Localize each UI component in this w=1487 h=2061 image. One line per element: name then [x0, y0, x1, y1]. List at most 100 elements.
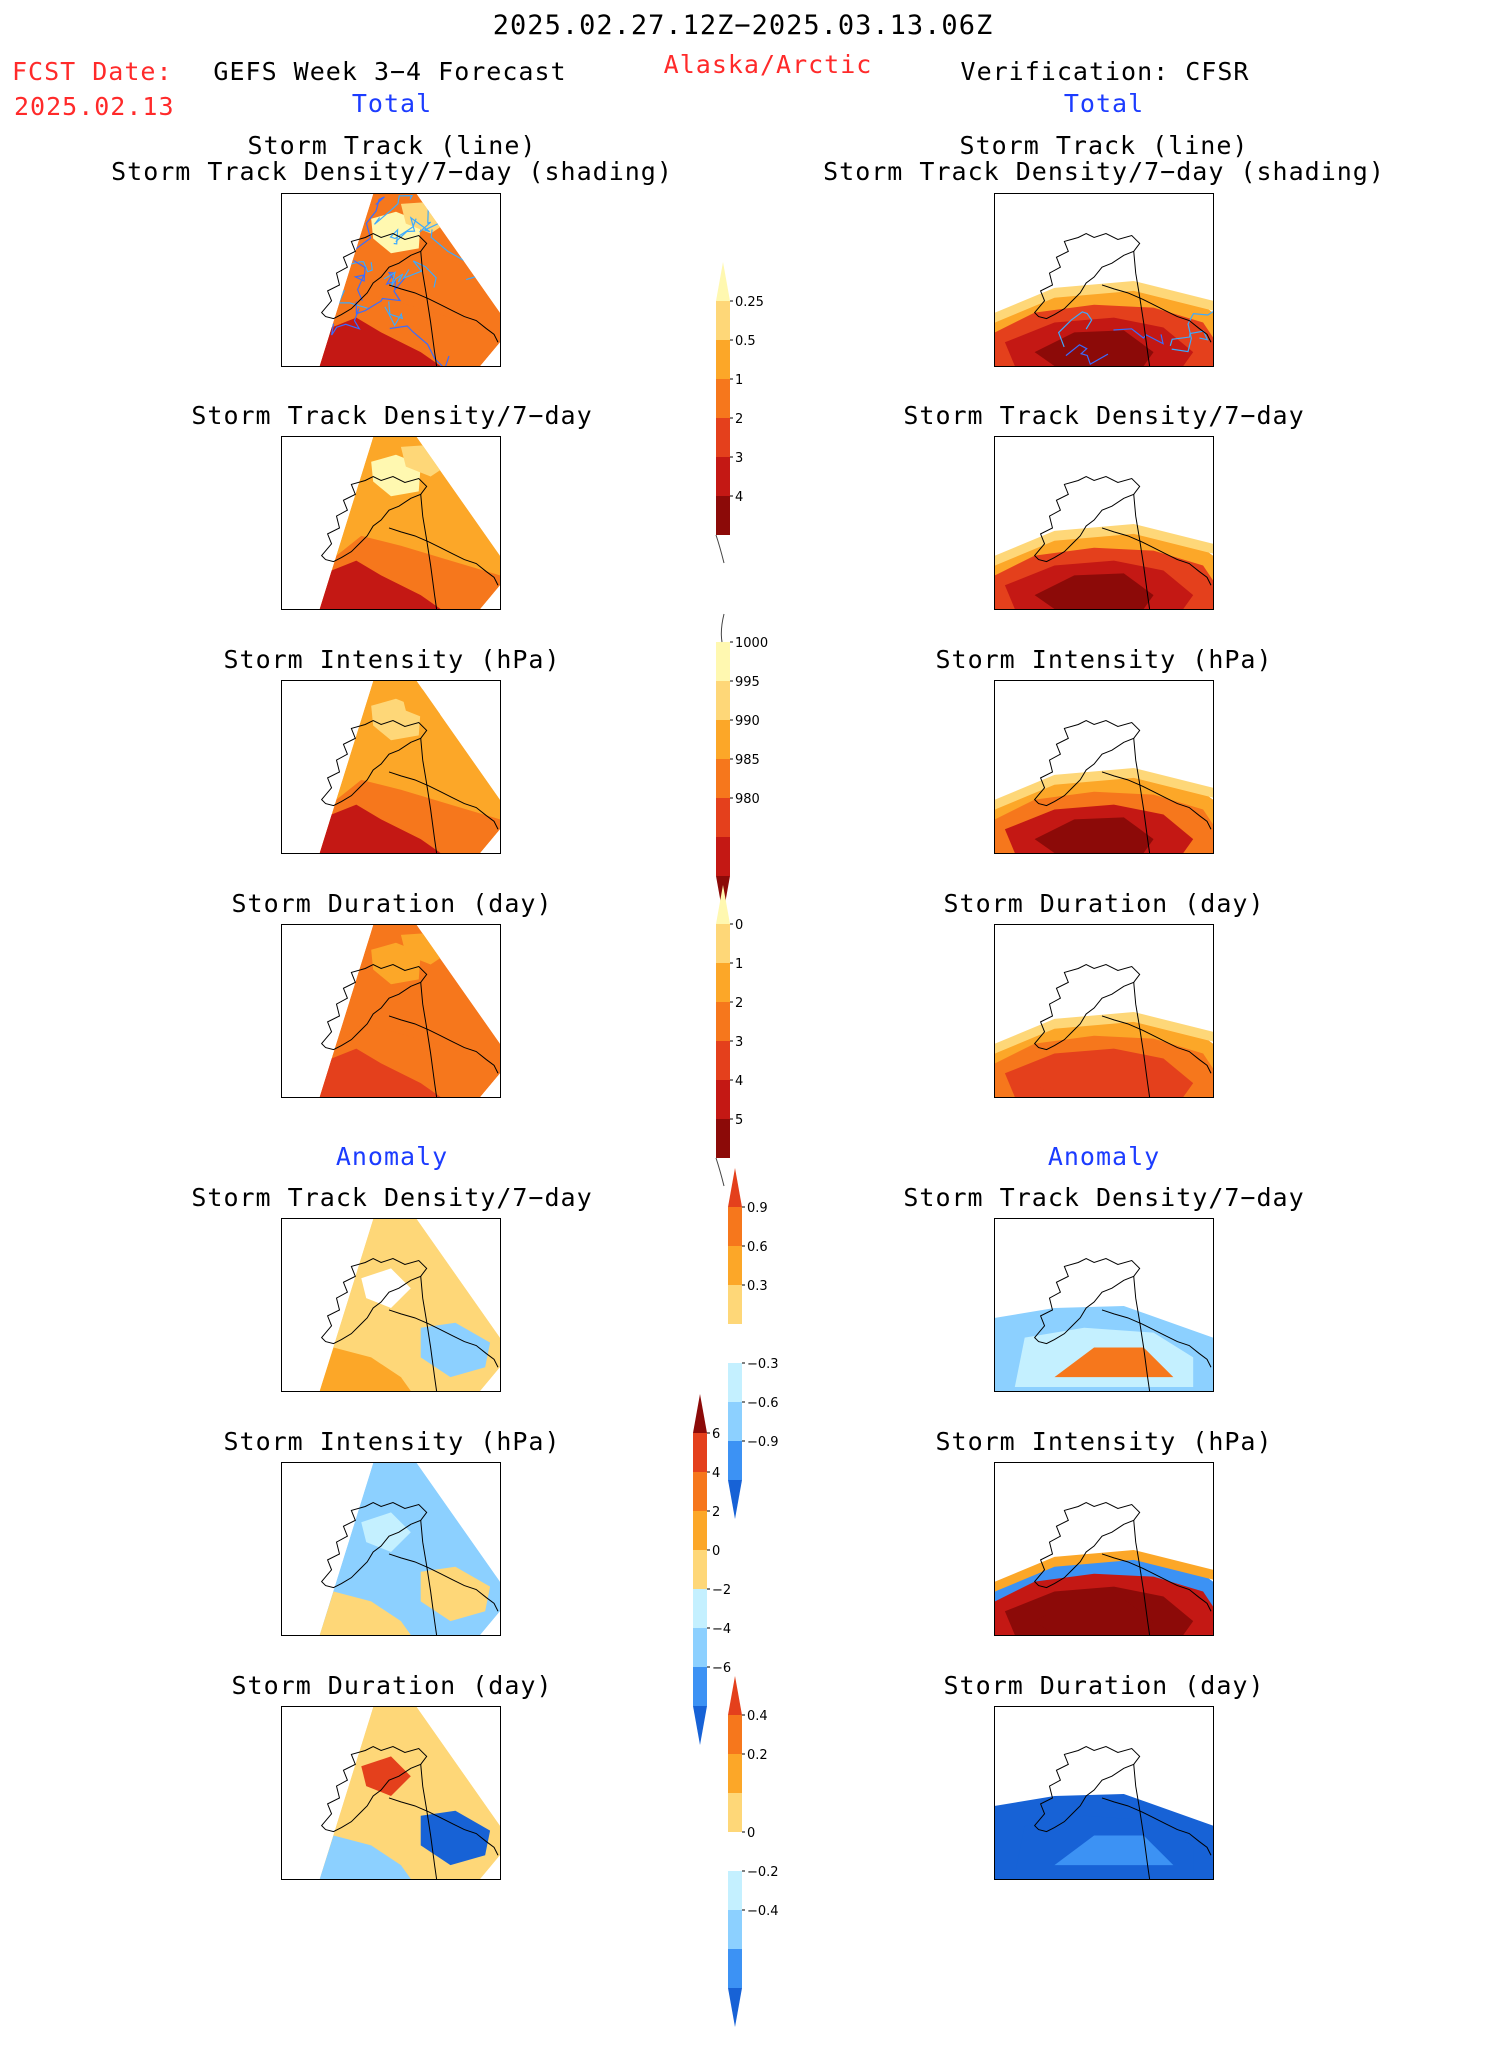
- shading-region: [1054, 1347, 1174, 1378]
- border-line: [420, 1764, 438, 1879]
- border-line: [420, 1520, 438, 1635]
- colorbar-tick-label: 980: [735, 792, 760, 807]
- colorbar-swatch: [693, 1589, 707, 1628]
- colorbar-tick-label: −0.9: [747, 1435, 779, 1450]
- colorbar-tick-label: 990: [735, 714, 760, 729]
- border-line: [420, 251, 438, 366]
- panel-title: Storm Duration (day): [231, 889, 553, 918]
- border-line: [420, 494, 438, 609]
- panel-title: Storm Track Density/7−day: [903, 1183, 1305, 1212]
- colorbar-swatch: [716, 963, 730, 1002]
- panel-title: Storm Duration (day): [231, 1671, 553, 1700]
- shading-region: [319, 560, 441, 609]
- colorbar-swatch: [693, 1667, 707, 1706]
- border-line: [1133, 1764, 1151, 1879]
- colorbar-swatch: [693, 1628, 707, 1667]
- colorbar-swatch: [693, 1433, 707, 1472]
- panel-title: Storm Track Density/7−day: [191, 1183, 593, 1212]
- shading-region: [319, 804, 441, 853]
- border-line: [420, 982, 438, 1097]
- colorbar-tick-label: 1: [735, 957, 743, 972]
- panel-title: Storm Track (line): [959, 131, 1249, 160]
- shading-region: [995, 523, 1213, 566]
- left-total-label: Total: [351, 89, 433, 118]
- colorbar-swatch: [728, 1324, 742, 1363]
- colorbar-tick-label: 3: [735, 451, 743, 466]
- colorbar-swatch: [728, 1832, 742, 1871]
- colorbar-tick-label: 0: [712, 1544, 720, 1559]
- colorbar-swatch: [716, 1002, 730, 1041]
- coastline: [1033, 475, 1212, 586]
- colorbar-swatch: [693, 1511, 707, 1550]
- colorbar-tick-label: 6: [712, 1427, 720, 1442]
- colorbar-tick-label: 1: [735, 373, 743, 388]
- panel-title: Storm Intensity (hPa): [223, 1427, 561, 1456]
- border-line: [1133, 982, 1151, 1097]
- shading-region: [319, 1347, 411, 1391]
- colorbar-swatch: [728, 1402, 742, 1441]
- fcst-date-label: FCST Date:: [12, 57, 173, 86]
- map-density-anomaly-verification: [994, 1218, 1214, 1392]
- map-duration-verification: [994, 924, 1214, 1098]
- border-line: [1133, 1276, 1151, 1391]
- border-line: [1133, 251, 1151, 366]
- coastline: [320, 963, 499, 1074]
- shading-region: [995, 1549, 1213, 1592]
- colorbar-tick-label: 3: [735, 1035, 743, 1050]
- colorbar-swatch: [716, 1119, 730, 1158]
- border-line: [420, 1276, 438, 1391]
- verification-label: Verification: CFSR: [960, 57, 1250, 86]
- colorbar-tick-label: 0.5: [735, 334, 756, 349]
- colorbar-swatch: [716, 885, 730, 924]
- shading-region: [361, 1756, 411, 1796]
- colorbar-swatch: [716, 642, 730, 681]
- colorbar-swatch: [716, 1080, 730, 1119]
- shading-region: [319, 1835, 411, 1879]
- colorbar-density-anomaly: 0.9 0.6 0.3 −0.3 −0.6 −0.9: [728, 1168, 798, 1553]
- colorbar-swatch: [728, 1480, 742, 1519]
- colorbar-swatch: [716, 924, 730, 963]
- colorbar-tick-label: 1000: [735, 636, 768, 651]
- panel-title: Storm Intensity (hPa): [935, 645, 1273, 674]
- colorbar-swatch: [716, 759, 730, 798]
- coastline: [1033, 1257, 1212, 1368]
- coastline: [1033, 1501, 1212, 1612]
- colorbar-swatch: [728, 1168, 742, 1207]
- colorbar-tick-label: 0: [747, 1826, 755, 1841]
- coastline: [1033, 232, 1212, 343]
- shading-region: [319, 1048, 441, 1097]
- shading-region: [319, 1591, 411, 1635]
- colorbar-tick-label: 0.3: [747, 1279, 768, 1294]
- colorbar-swatch: [716, 301, 730, 340]
- colorbar-duration: 0 1 2 3 4 5: [715, 885, 786, 1192]
- colorbar-swatch: [728, 1793, 742, 1832]
- colorbar-swatch: [728, 1910, 742, 1949]
- valid-period: 2025.02.27.12Z−2025.03.13.06Z: [492, 10, 994, 41]
- shading-region: [995, 767, 1213, 810]
- colorbar-tick-label: 2: [735, 996, 743, 1011]
- panel-title: Storm Duration (day): [943, 1671, 1265, 1700]
- map-density-anomaly-forecast: [281, 1218, 501, 1392]
- colorbar-swatch: [716, 798, 730, 837]
- coastline: [320, 232, 499, 343]
- colorbar-tick-label: −0.4: [747, 1904, 779, 1919]
- shading-region: [361, 1268, 411, 1308]
- border-line: [1133, 1520, 1151, 1635]
- colorbar-swatch: [693, 1706, 707, 1745]
- coastline: [1033, 963, 1212, 1074]
- colorbar-swatch: [728, 1949, 742, 1988]
- forecast-model-label: GEFS Week 3−4 Forecast: [213, 57, 567, 86]
- shading-region: [1034, 817, 1154, 853]
- shading-region: [420, 1566, 491, 1622]
- colorbar-swatch: [728, 1676, 742, 1715]
- map-density-forecast: [281, 436, 501, 610]
- border-line: [1133, 494, 1151, 609]
- shading-region: [1034, 1061, 1154, 1097]
- map-intensity-anomaly-forecast: [281, 1462, 501, 1636]
- colorbar-swatch: [716, 720, 730, 759]
- right-anomaly-label: Anomaly: [1047, 1142, 1161, 1171]
- panel-title: Storm Track Density/7−day: [191, 401, 593, 430]
- left-anomaly-label: Anomaly: [335, 1142, 449, 1171]
- colorbar-tick-label: −0.6: [747, 1396, 779, 1411]
- colorbar-swatch: [716, 379, 730, 418]
